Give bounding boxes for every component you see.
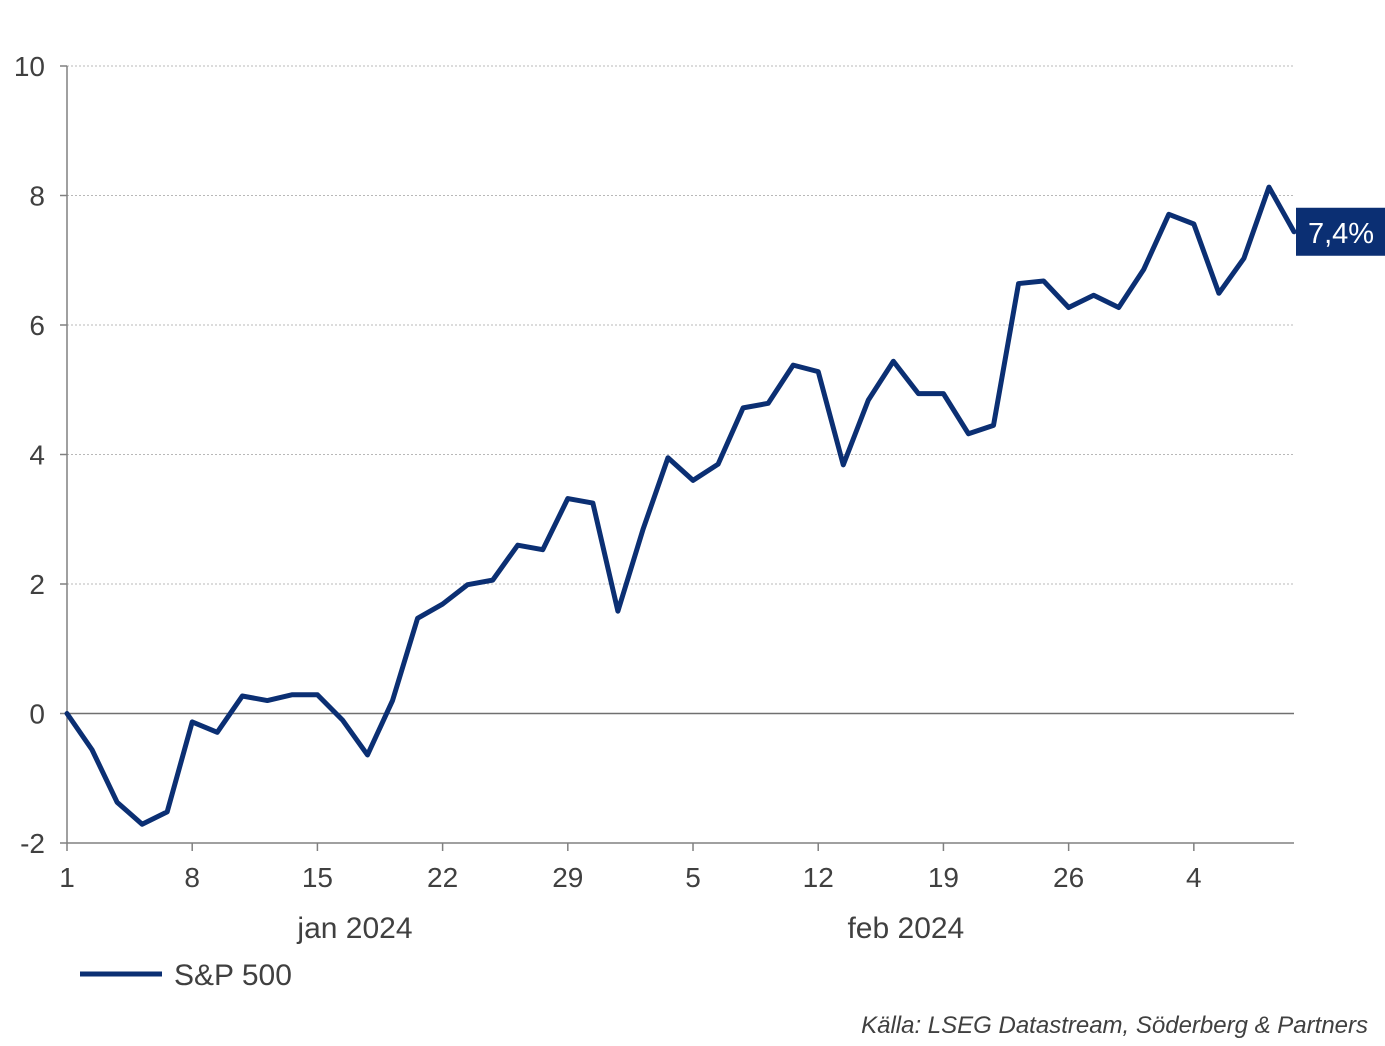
month-label: jan 2024 xyxy=(296,912,412,945)
end-value-label-bg xyxy=(1296,207,1385,256)
x-tick-label-12: 12 xyxy=(803,862,834,893)
y-tick-label-8: 8 xyxy=(29,181,45,212)
x-tick-label-5: 5 xyxy=(685,862,701,893)
y-tick-label-0: 0 xyxy=(29,699,45,730)
end-value-label-text: 7,4% xyxy=(1308,218,1374,250)
x-tick-label-26: 26 xyxy=(1053,862,1084,893)
month-label: feb 2024 xyxy=(847,912,964,945)
x-tick-label-4: 4 xyxy=(1186,862,1202,893)
x-tick-label-1: 1 xyxy=(59,862,75,893)
y-tick-label--2: -2 xyxy=(20,828,45,859)
x-tick-label-15: 15 xyxy=(302,862,333,893)
series-line-sp500 xyxy=(64,184,1297,827)
x-tick-label-22: 22 xyxy=(427,862,458,893)
end-value-label: 7,4% xyxy=(1296,207,1385,256)
y-tick-labels: -2 0 2 4 6 8 10 xyxy=(14,51,67,859)
y-tick-label-2: 2 xyxy=(29,569,45,600)
x-tick-label-19: 19 xyxy=(928,862,959,893)
source-note: Källa: LSEG Datastream, Söderberg & Part… xyxy=(861,1012,1368,1039)
gridlines xyxy=(67,65,1294,585)
x-tick-labels: 1 8 15 22 29 5 12 19 26 4 xyxy=(59,843,1202,893)
month-labels: jan 2024 feb 2024 xyxy=(296,912,964,945)
legend: S&P 500 xyxy=(80,959,292,992)
legend-label: S&P 500 xyxy=(174,959,292,992)
x-tick-label-29: 29 xyxy=(552,862,583,893)
y-tick-label-6: 6 xyxy=(29,310,45,341)
x-tick-label-8: 8 xyxy=(184,862,200,893)
y-tick-label-10: 10 xyxy=(14,51,45,82)
y-tick-label-4: 4 xyxy=(29,440,45,471)
